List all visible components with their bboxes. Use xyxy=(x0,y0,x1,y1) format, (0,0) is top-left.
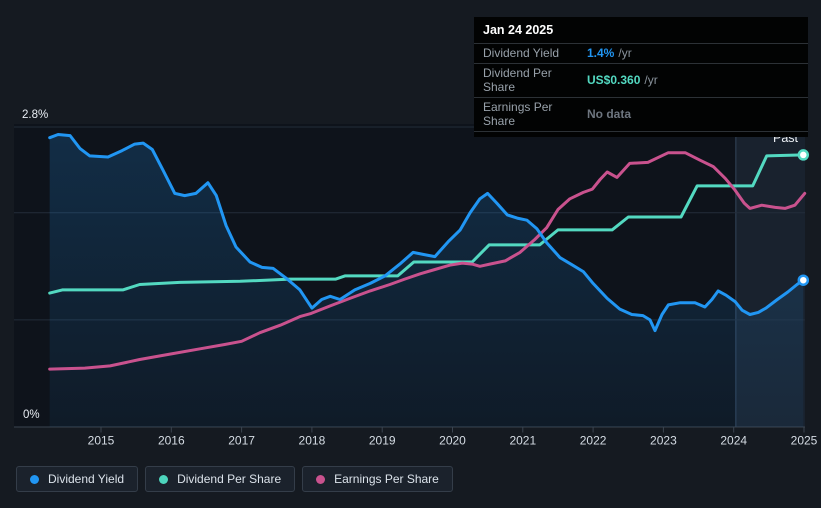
legend-item-dividend-per-share[interactable]: Dividend Per Share xyxy=(145,466,296,492)
x-tick-label-2020: 2020 xyxy=(439,434,466,448)
dividend-yield-dot-icon xyxy=(30,474,39,484)
x-tick-label-2015: 2015 xyxy=(88,434,115,448)
tooltip-row-dividend-per-share: Dividend Per Share US$0.360 /yr xyxy=(474,64,808,98)
legend-item-dividend-yield[interactable]: Dividend Yield xyxy=(16,466,139,492)
tooltip-row-earnings-per-share: Earnings Per Share No data xyxy=(474,98,808,132)
x-tick-label-2024: 2024 xyxy=(720,434,747,448)
x-tick-label-2021: 2021 xyxy=(509,434,536,448)
legend-label: Dividend Per Share xyxy=(177,472,282,486)
series-layer xyxy=(48,133,810,427)
x-tick-label-2018: 2018 xyxy=(299,434,326,448)
legend-label: Dividend Yield xyxy=(48,472,125,486)
legend-label: Earnings Per Share xyxy=(334,472,439,486)
x-tick-label-2022: 2022 xyxy=(580,434,607,448)
tooltip-label: Earnings Per Share xyxy=(483,100,553,128)
x-tick-label-2016: 2016 xyxy=(158,434,185,448)
x-tick-label-2025: 2025 xyxy=(791,434,818,448)
hover-tooltip: Jan 24 2025 Dividend Yield 1.4% /yr Divi… xyxy=(474,17,808,137)
earnings-per-share-dot-icon xyxy=(316,474,326,484)
x-tick-label-2023: 2023 xyxy=(650,434,677,448)
tooltip-label: Dividend Yield xyxy=(483,46,560,60)
x-axis: 2015 2016 2017 2018 2019 2020 2021 2022 2023 2024… xyxy=(88,427,818,448)
tooltip-row-dividend-yield: Dividend Yield 1.4% /yr xyxy=(474,44,808,64)
tooltip-value: 1.4% xyxy=(587,46,615,60)
tooltip-label: Dividend Per Share xyxy=(483,66,552,94)
tooltip-value-suffix: /yr xyxy=(618,46,632,60)
y-axis-label-max: 2.8% xyxy=(22,109,48,121)
chart-legend: Dividend Yield Dividend Per Share Earnin… xyxy=(16,466,453,492)
series-line-dividend-yield xyxy=(48,133,805,333)
tooltip-value-suffix: /yr xyxy=(644,73,658,87)
x-tick-label-2017: 2017 xyxy=(228,434,255,448)
end-dot-dividend-per-share xyxy=(797,149,810,161)
dividend-per-share-dot-icon xyxy=(159,474,169,484)
tooltip-value: US$0.360 xyxy=(587,73,641,87)
legend-item-earnings-per-share[interactable]: Earnings Per Share xyxy=(302,466,453,492)
x-tick-label-2019: 2019 xyxy=(369,434,396,448)
series-line-earnings-per-share xyxy=(48,151,807,371)
tooltip-value: No data xyxy=(587,107,632,121)
area-fill-dividend-yield xyxy=(49,134,804,427)
end-dot-dividend-yield xyxy=(797,274,810,286)
y-axis-label-zero: 0% xyxy=(23,409,40,421)
tooltip-date: Jan 24 2025 xyxy=(474,17,808,44)
series-line-dividend-per-share xyxy=(48,153,805,295)
